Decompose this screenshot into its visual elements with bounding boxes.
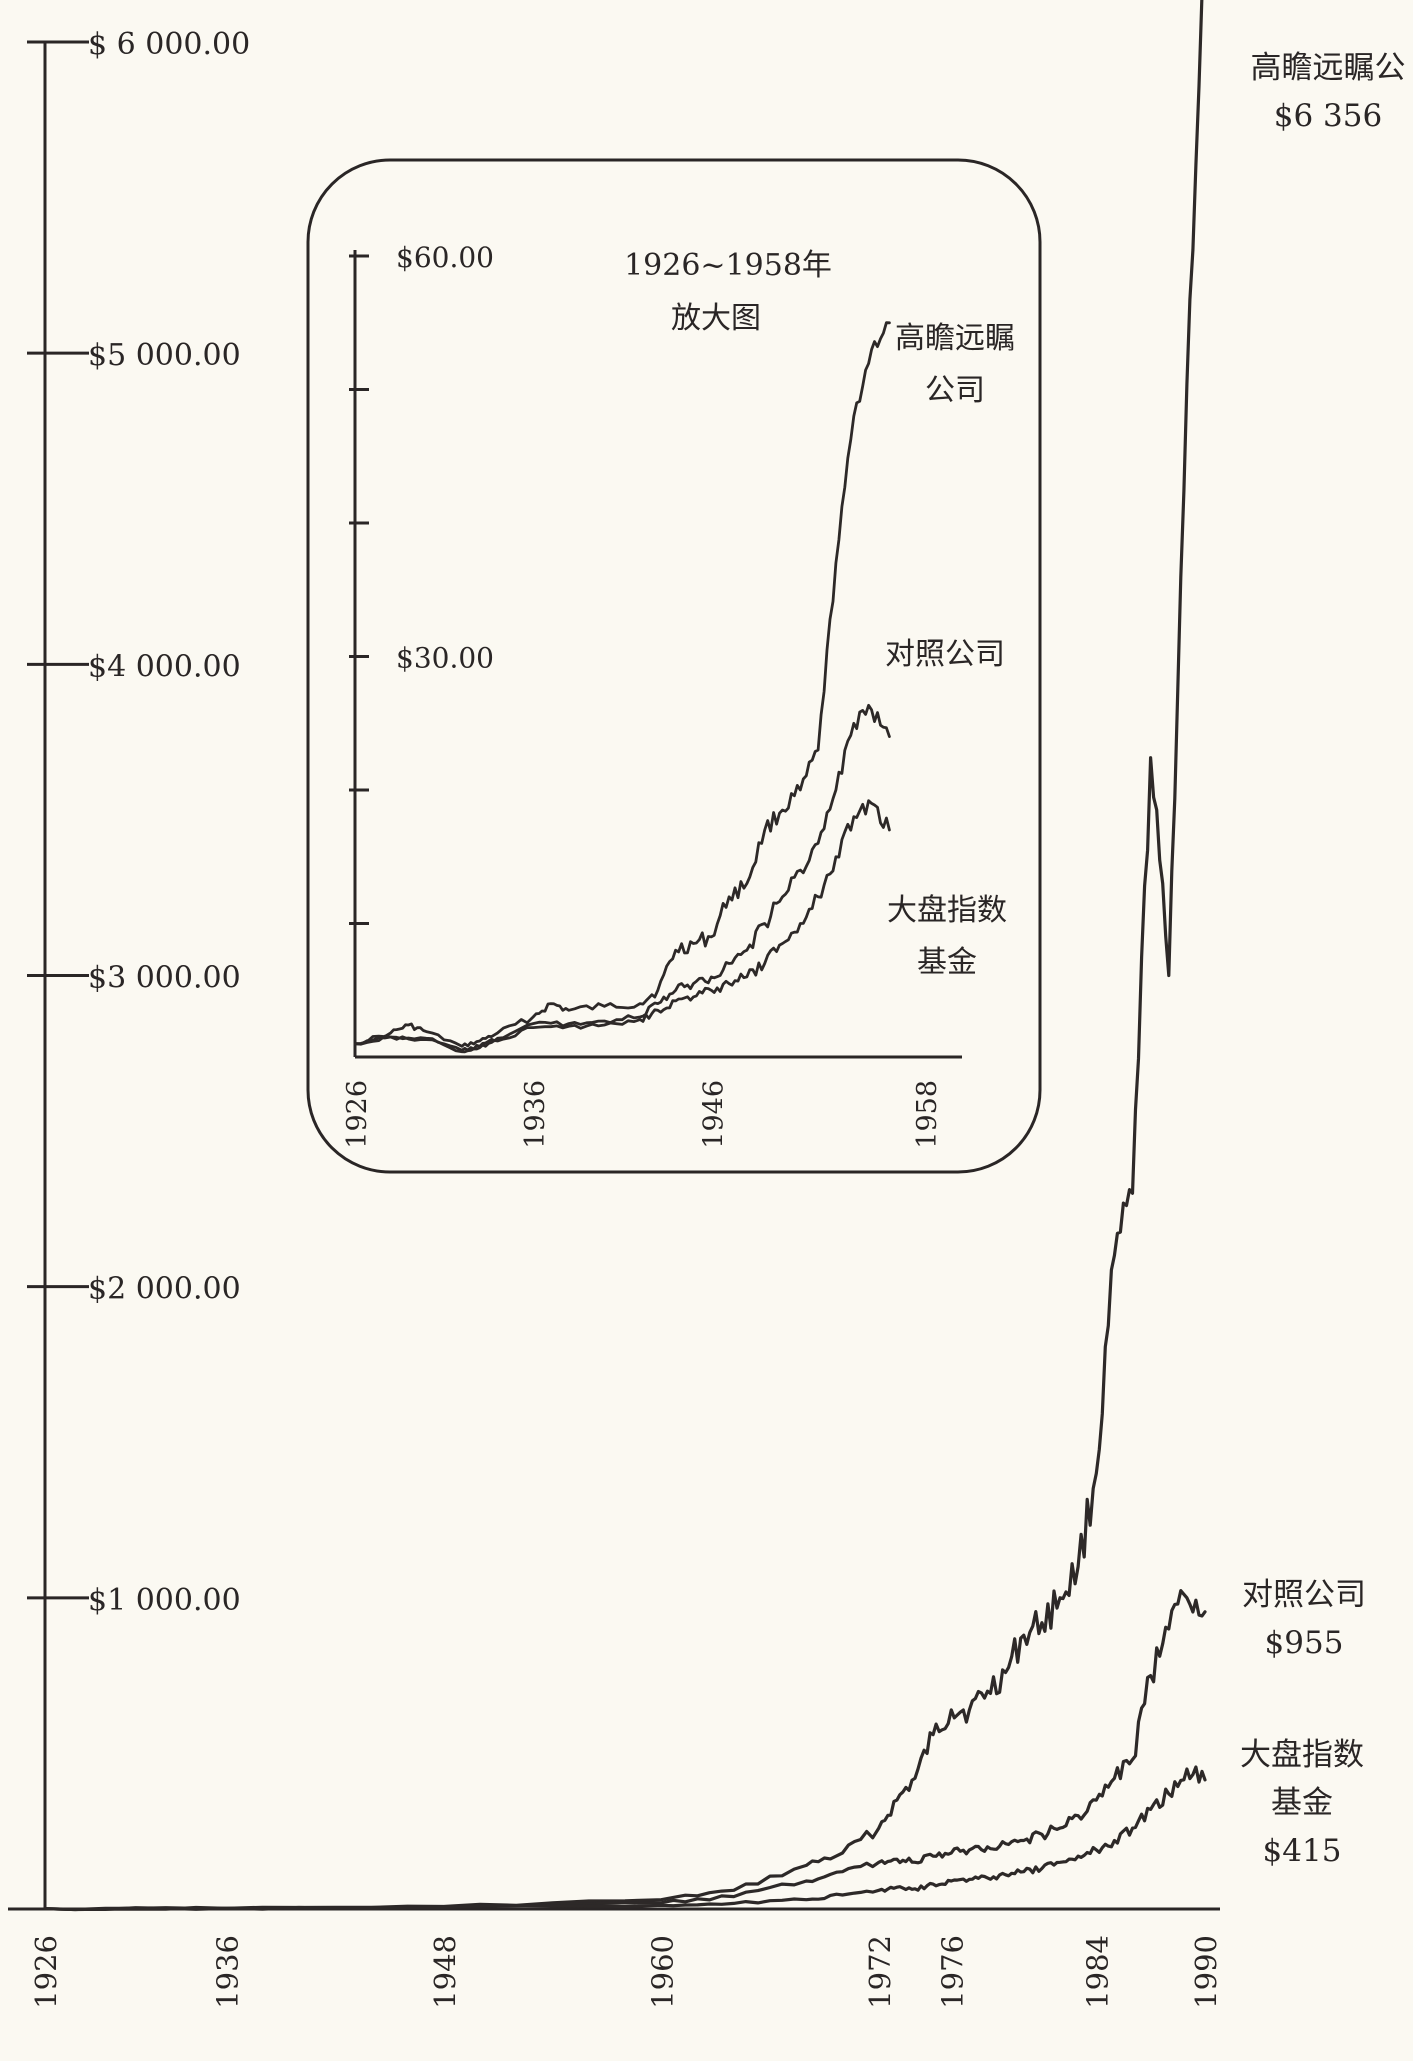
main-series-label-1: $6 356 xyxy=(1274,98,1382,134)
main-y-tick-label: $3 000.00 xyxy=(88,961,241,996)
inset-frame xyxy=(306,158,1042,1174)
inset-axes: $30.00 $60.00 1926 1936 1946 1958 xyxy=(342,241,962,1149)
main-series-line-2 xyxy=(43,1589,1207,1912)
main-series-line-1 xyxy=(43,0,1204,1911)
main-y-tick-label: $1 000.00 xyxy=(88,1583,241,1618)
main-x-tick-label: 1960 xyxy=(645,1935,679,2009)
inset-series-label-1: 公司 xyxy=(925,373,985,408)
main-x-tick-label: 1990 xyxy=(1189,1935,1223,2009)
inset-x-tick-label: 1926 xyxy=(342,1080,373,1149)
main-y-tick-label: $4 000.00 xyxy=(88,649,241,684)
main-series-label-2: 对照公司 xyxy=(1242,1577,1366,1613)
inset-series-line-2 xyxy=(353,703,891,1052)
inset-series-label-3: 大盘指数 xyxy=(887,893,1007,928)
inset-series-line-1 xyxy=(353,321,891,1048)
inset-x-tick-label: 1958 xyxy=(912,1080,943,1149)
main-y-tick-label: $ 6 000.00 xyxy=(88,27,250,62)
main-y-tick-label: $2 000.00 xyxy=(88,1272,241,1307)
main-x-tick-label: 1972 xyxy=(863,1935,897,2009)
inset-y-tick-label: $60.00 xyxy=(396,241,494,274)
inset-title: 1926~1958年 xyxy=(624,248,832,283)
inset-y-tick-label: $30.00 xyxy=(396,642,494,675)
inset-series-label-1: 高瞻远瞩 xyxy=(895,321,1015,356)
main-x-tick-label: 1926 xyxy=(29,1935,63,2009)
main-x-tick-label: 1936 xyxy=(210,1935,244,2009)
inset-series-label-3: 基金 xyxy=(917,945,977,980)
main-series-label-3: $415 xyxy=(1263,1833,1342,1869)
inset-series-group xyxy=(353,321,891,1054)
main-x-tick-label: 1948 xyxy=(428,1935,462,2009)
inset-chart: 1926~1958年 放大图 $30.00 $60.00 1926 1936 1946 1… xyxy=(306,158,1042,1174)
main-series-label-3: 基金 xyxy=(1271,1785,1333,1821)
main-series-label-1: 高瞻远瞩公 xyxy=(1251,50,1406,86)
main-x-tick-label: 1984 xyxy=(1080,1935,1114,2009)
inset-series-line-3 xyxy=(353,799,891,1054)
inset-x-tick-label: 1936 xyxy=(520,1080,551,1149)
main-series-group xyxy=(43,0,1207,1912)
inset-subtitle: 放大图 xyxy=(671,301,761,336)
inset-series-label-2: 对照公司 xyxy=(885,637,1005,672)
main-series-line-3 xyxy=(43,1765,1207,1912)
main-axes: $1 000.00 $2 000.00 $3 000.00 $4 000.00 $5 0… xyxy=(8,27,1223,2009)
main-x-tick-label: 1976 xyxy=(935,1935,969,2009)
main-series-label-3: 大盘指数 xyxy=(1240,1737,1364,1773)
main-series-label-2: $955 xyxy=(1265,1625,1344,1661)
inset-x-tick-label: 1946 xyxy=(698,1080,729,1149)
main-y-tick-label: $5 000.00 xyxy=(88,338,241,373)
